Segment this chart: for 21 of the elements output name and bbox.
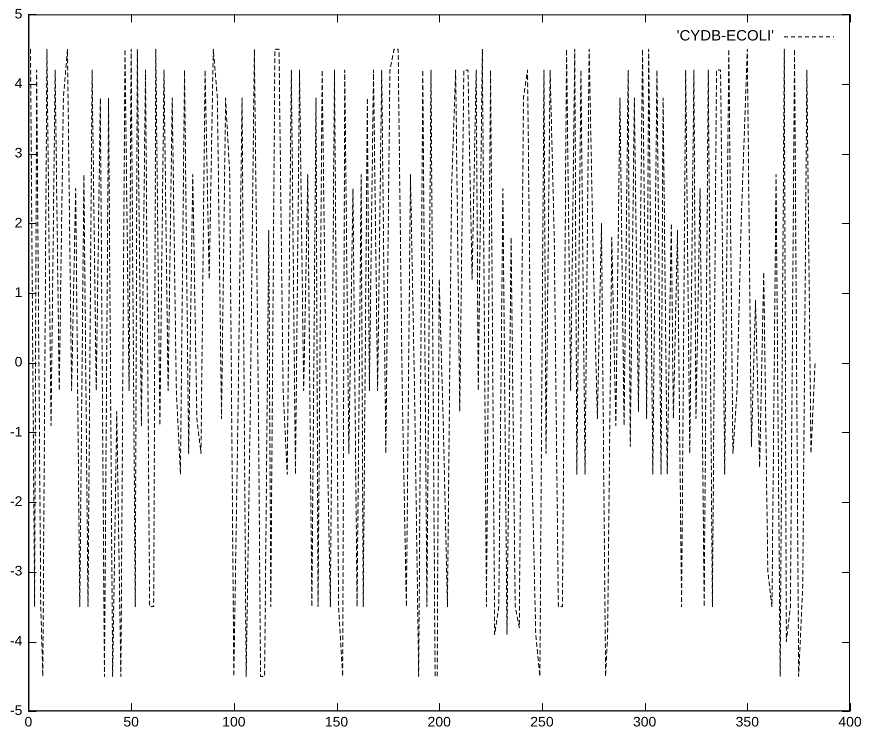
y-tick-label: 2 (14, 214, 23, 230)
x-tick-label: 100 (222, 713, 246, 730)
x-tick-label: 150 (324, 713, 348, 730)
x-tick-label: 350 (736, 713, 760, 730)
x-tick-label: 250 (530, 713, 554, 730)
x-tick-label: 200 (428, 713, 452, 730)
x-tick-label: 50 (123, 713, 140, 730)
legend-label: 'CYDB-ECOLI' (676, 28, 774, 45)
x-tick-label: 400 (838, 713, 862, 730)
y-tick-label: -1 (10, 423, 23, 440)
x-tick-label: 0 (24, 713, 33, 730)
y-tick-label: 1 (14, 284, 23, 300)
y-tick-label: 4 (14, 74, 23, 91)
y-tick-label: 5 (14, 5, 23, 22)
y-tick-label: -5 (10, 702, 23, 718)
y-tick-label: 0 (14, 354, 23, 370)
x-tick-label: 300 (632, 713, 657, 730)
y-tick-label: -2 (10, 493, 23, 510)
y-tick-label: -3 (10, 562, 23, 579)
y-tick-label: -4 (10, 632, 23, 648)
y-tick-label: 3 (14, 144, 23, 161)
